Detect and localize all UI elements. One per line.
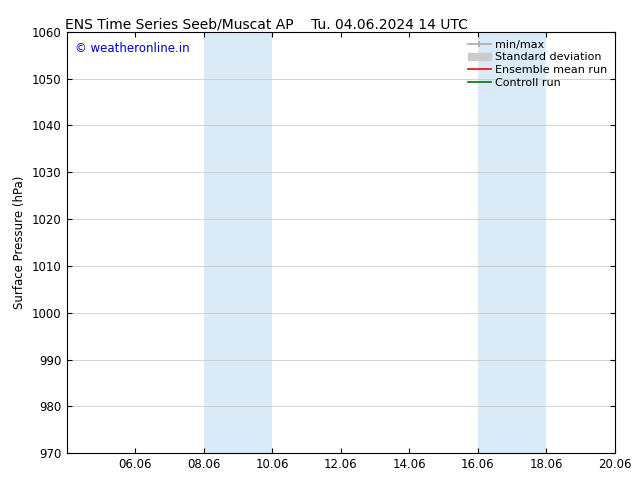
Text: © weatheronline.in: © weatheronline.in	[75, 43, 190, 55]
Text: ENS Time Series Seeb/Muscat AP    Tu. 04.06.2024 14 UTC: ENS Time Series Seeb/Muscat AP Tu. 04.06…	[65, 17, 468, 31]
Y-axis label: Surface Pressure (hPa): Surface Pressure (hPa)	[13, 176, 27, 309]
Bar	[204, 32, 272, 453]
Bar	[478, 32, 547, 453]
Legend: min/max, Standard deviation, Ensemble mean run, Controll run: min/max, Standard deviation, Ensemble me…	[466, 37, 609, 90]
